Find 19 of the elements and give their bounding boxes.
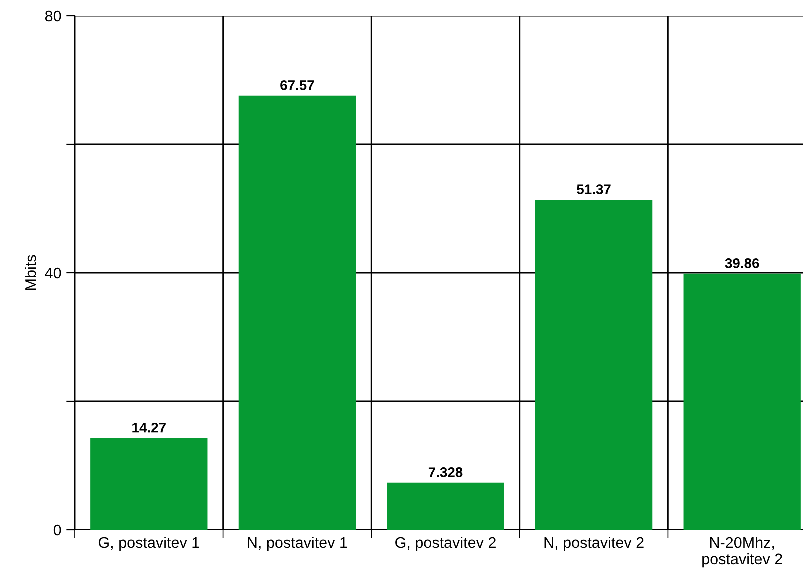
- bar: [684, 274, 801, 530]
- data-label: 39.86: [725, 258, 760, 268]
- data-label: 7.328: [428, 468, 463, 478]
- bar: [90, 438, 208, 530]
- x-tick-label: G, postavitev 2: [396, 536, 496, 552]
- x-tick-label: N, postavitev 2: [544, 536, 644, 552]
- data-label: 51.37: [577, 184, 611, 194]
- bar: [535, 200, 653, 530]
- bar: [238, 96, 356, 530]
- data-label: 67.57: [280, 80, 314, 90]
- x-tick-label: G, postavitev 1: [98, 536, 200, 552]
- y-tick-label: 0: [54, 524, 62, 536]
- x-tick-label: N-20Mhz, postavitev 2: [702, 536, 782, 568]
- y-tick-label: 80: [45, 10, 62, 22]
- x-tick-label: N, postavitev 1: [248, 536, 348, 552]
- y-axis-title: Mbits: [25, 255, 36, 290]
- y-tick-label: 40: [45, 268, 62, 279]
- bar: [387, 482, 504, 530]
- data-label: 14.27: [132, 422, 166, 433]
